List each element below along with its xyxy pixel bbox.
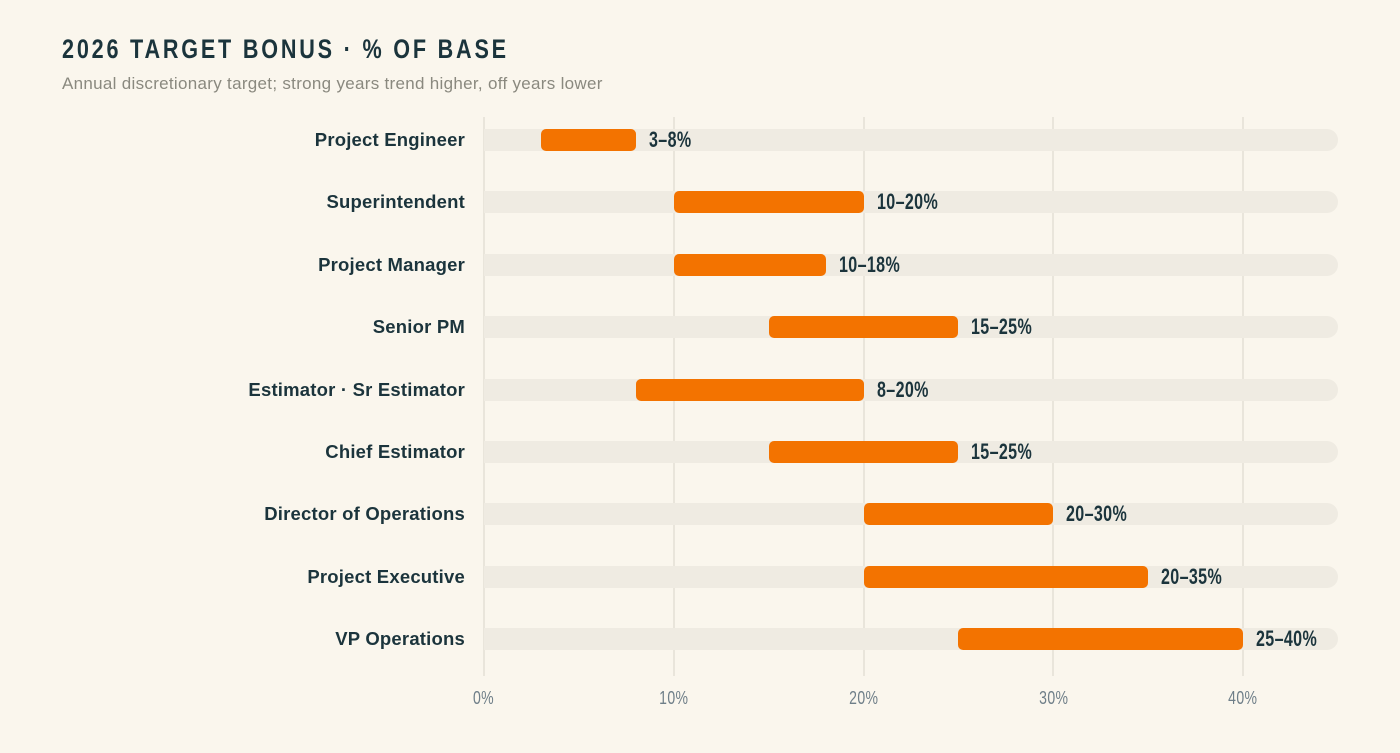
range-bar — [958, 628, 1244, 651]
x-axis-tick-label: 0% — [444, 687, 524, 709]
value-label: 10–20% — [877, 189, 961, 215]
x-axis-tick-label: 10% — [634, 687, 714, 709]
range-bar — [673, 191, 864, 214]
page-title: 2026 TARGET BONUS · % OF BASE — [62, 34, 509, 64]
category-label: Project Engineer — [314, 129, 465, 150]
value-label-text: 15–25% — [971, 314, 1033, 340]
x-axis-tick-label: 30% — [1013, 687, 1093, 709]
bar-track — [484, 129, 1338, 151]
value-label-text: 8–20% — [876, 376, 929, 402]
page-subtitle: Annual discretionary target; strong year… — [62, 74, 603, 93]
x-axis-tick-text: 0% — [473, 688, 495, 708]
x-axis-tick-text: 30% — [1038, 688, 1068, 708]
value-label-text: 10–18% — [838, 251, 900, 277]
x-axis-tick-label: 40% — [1203, 687, 1283, 709]
category-label: Project Executive — [307, 565, 465, 587]
category-label: Estimator · Sr Estimator — [248, 378, 465, 400]
category-label: Superintendent — [326, 191, 465, 213]
category-label: Chief Estimator — [325, 441, 465, 462]
value-label-text: 15–25% — [971, 439, 1033, 464]
value-label: 8–20% — [877, 377, 948, 403]
value-label: 3–8% — [649, 127, 707, 153]
range-bar — [540, 129, 636, 151]
range-bar — [635, 378, 864, 401]
range-bar — [863, 503, 1054, 526]
value-label-text: 10–20% — [876, 189, 938, 215]
range-bar — [768, 441, 959, 463]
x-axis-tick-text: 20% — [848, 688, 879, 708]
range-bar — [673, 253, 826, 276]
x-axis-tick-label: 20% — [824, 687, 904, 709]
value-label: 10–18% — [839, 252, 923, 278]
category-label: Project Manager — [318, 253, 465, 275]
value-label: 20–30% — [1066, 501, 1150, 527]
value-label: 25–40% — [1256, 626, 1340, 652]
category-label: Senior PM — [372, 316, 465, 338]
category-label: VP Operations — [335, 628, 465, 650]
range-bar — [768, 316, 959, 339]
value-label-text: 3–8% — [648, 127, 692, 152]
x-axis-tick-text: 40% — [1228, 688, 1258, 708]
x-axis-tick-text: 10% — [659, 688, 689, 708]
value-label-text: 25–40% — [1256, 626, 1318, 652]
value-label-text: 20–35% — [1161, 563, 1223, 589]
category-label: Director of Operations — [264, 503, 465, 525]
value-label-text: 20–30% — [1066, 501, 1128, 527]
value-label: 15–25% — [971, 314, 1055, 340]
value-label: 15–25% — [971, 439, 1055, 465]
value-label: 20–35% — [1161, 564, 1245, 590]
range-bar — [863, 565, 1149, 588]
